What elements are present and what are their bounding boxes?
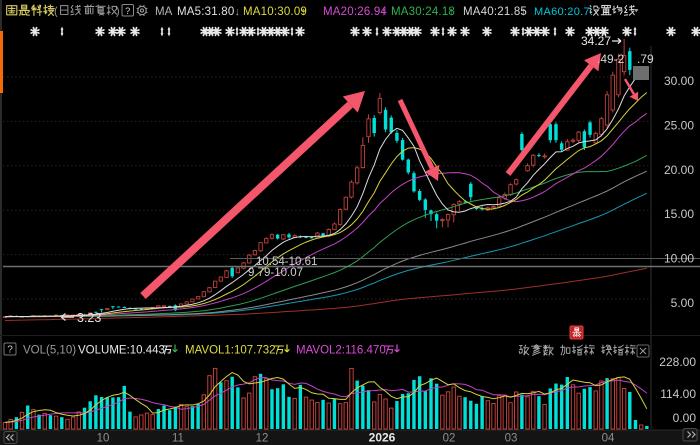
svg-text:5.00: 5.00 [671,296,695,310]
svg-text:MA60:20.7:: MA60:20.7: [534,6,593,18]
svg-text:VOLUME:10.443: VOLUME:10.443 [78,345,165,357]
svg-text:228.00: 228.00 [659,355,696,369]
svg-text:10: 10 [97,433,110,445]
svg-text:12: 12 [256,433,269,445]
svg-text:?: ? [7,345,13,356]
svg-text:MA5:31.80: MA5:31.80 [177,6,234,18]
svg-text:0.00: 0.00 [673,411,697,425]
svg-text:04: 04 [602,433,615,445]
svg-text:): ) [116,6,120,18]
svg-text:10.54-10.61: 10.54-10.61 [256,256,317,268]
svg-text:20.00: 20.00 [664,163,694,177]
svg-text:↑: ↑ [521,6,527,18]
svg-text:03: 03 [505,433,518,445]
svg-text:↑: ↑ [301,6,307,18]
svg-text:2026: 2026 [369,431,396,445]
svg-text:MAVOL1:107.732: MAVOL1:107.732 [185,345,276,357]
svg-text:.79: .79 [637,52,654,66]
svg-text:34.27: 34.27 [581,34,611,48]
svg-text:↑: ↑ [449,6,455,18]
svg-text:VOL(5,10): VOL(5,10) [23,345,76,357]
svg-text:.49-2: .49-2 [597,52,625,66]
svg-text:MA40:21.85: MA40:21.85 [463,6,527,18]
svg-text:114.00: 114.00 [660,387,696,401]
svg-text:↓: ↓ [235,6,241,18]
svg-text:02: 02 [443,433,456,445]
svg-text:(: ( [54,6,58,18]
svg-text:↑: ↑ [381,6,387,18]
svg-text:25.00: 25.00 [664,118,694,132]
svg-text:?: ? [125,6,130,17]
svg-text:MAVOL2:116.470: MAVOL2:116.470 [296,345,386,357]
svg-text:11: 11 [172,433,184,445]
svg-text:MA10:30.09: MA10:30.09 [243,6,307,18]
svg-text:MA30:24.18: MA30:24.18 [391,6,455,18]
svg-text:10.00: 10.00 [664,252,694,266]
svg-text:30.00: 30.00 [664,74,694,88]
svg-text:15.00: 15.00 [664,207,694,221]
svg-text:MA: MA [155,6,173,18]
svg-text:MA20:26.94: MA20:26.94 [323,6,387,18]
svg-text:9.79-10.07: 9.79-10.07 [248,267,303,279]
svg-text:3.23: 3.23 [77,311,101,325]
